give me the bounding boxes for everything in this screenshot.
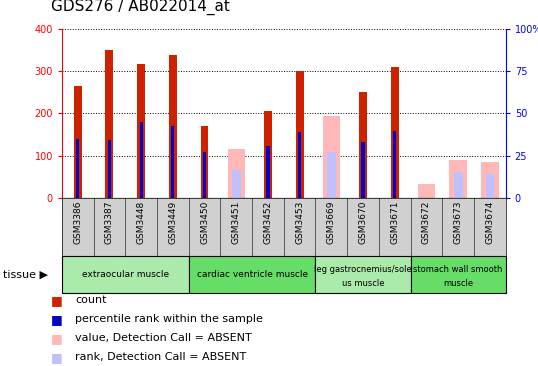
Text: cardiac ventricle muscle: cardiac ventricle muscle	[196, 270, 308, 279]
Text: GSM3448: GSM3448	[137, 201, 146, 244]
Bar	[105, 50, 114, 198]
Text: ■: ■	[51, 332, 63, 345]
Bar	[391, 67, 399, 198]
Text: GSM3387: GSM3387	[105, 201, 114, 244]
Text: rank, Detection Call = ABSENT: rank, Detection Call = ABSENT	[75, 352, 246, 362]
Bar	[454, 172, 463, 198]
Bar	[481, 162, 499, 198]
Bar	[76, 139, 79, 198]
Bar	[139, 122, 143, 198]
Bar	[359, 92, 367, 198]
Bar	[296, 71, 303, 198]
Text: leg gastrocnemius/sole: leg gastrocnemius/sole	[314, 265, 412, 273]
Bar	[266, 146, 270, 198]
Bar	[74, 86, 82, 198]
Text: GSM3452: GSM3452	[264, 201, 272, 244]
Text: ■: ■	[51, 351, 63, 364]
Text: count: count	[75, 295, 107, 305]
Text: GSM3674: GSM3674	[485, 201, 494, 244]
Text: GSM3672: GSM3672	[422, 201, 431, 244]
Bar	[62, 256, 189, 293]
Text: tissue ▶: tissue ▶	[3, 269, 48, 280]
Bar	[201, 126, 209, 198]
Text: ■: ■	[51, 313, 63, 326]
Bar	[298, 131, 301, 198]
Text: us muscle: us muscle	[342, 279, 384, 288]
Bar	[410, 256, 506, 293]
Bar	[485, 175, 494, 198]
Text: GSM3386: GSM3386	[73, 201, 82, 244]
Text: value, Detection Call = ABSENT: value, Detection Call = ABSENT	[75, 333, 252, 343]
Text: GSM3453: GSM3453	[295, 201, 304, 244]
Bar	[393, 131, 397, 198]
Text: GSM3449: GSM3449	[168, 201, 178, 244]
Bar	[189, 256, 315, 293]
Bar	[203, 152, 206, 198]
Text: GSM3450: GSM3450	[200, 201, 209, 244]
Bar	[362, 142, 365, 198]
Bar	[323, 116, 340, 198]
Text: stomach wall smooth: stomach wall smooth	[414, 265, 503, 273]
Bar	[232, 170, 240, 198]
Text: percentile rank within the sample: percentile rank within the sample	[75, 314, 263, 324]
Text: extraocular muscle: extraocular muscle	[82, 270, 169, 279]
Text: GSM3673: GSM3673	[454, 201, 463, 244]
Text: GDS276 / AB022014_at: GDS276 / AB022014_at	[51, 0, 230, 15]
Text: GSM3671: GSM3671	[390, 201, 399, 244]
Bar	[137, 64, 145, 198]
Bar	[417, 184, 435, 198]
Text: ■: ■	[51, 294, 63, 307]
Bar	[228, 149, 245, 198]
Text: GSM3451: GSM3451	[232, 201, 240, 244]
Bar	[108, 139, 111, 198]
Bar	[315, 256, 410, 293]
Text: muscle: muscle	[443, 279, 473, 288]
Text: GSM3670: GSM3670	[358, 201, 367, 244]
Bar	[264, 111, 272, 198]
Text: GSM3669: GSM3669	[327, 201, 336, 244]
Bar	[171, 126, 174, 198]
Bar	[327, 152, 336, 198]
Bar	[169, 55, 177, 198]
Bar	[449, 160, 467, 198]
